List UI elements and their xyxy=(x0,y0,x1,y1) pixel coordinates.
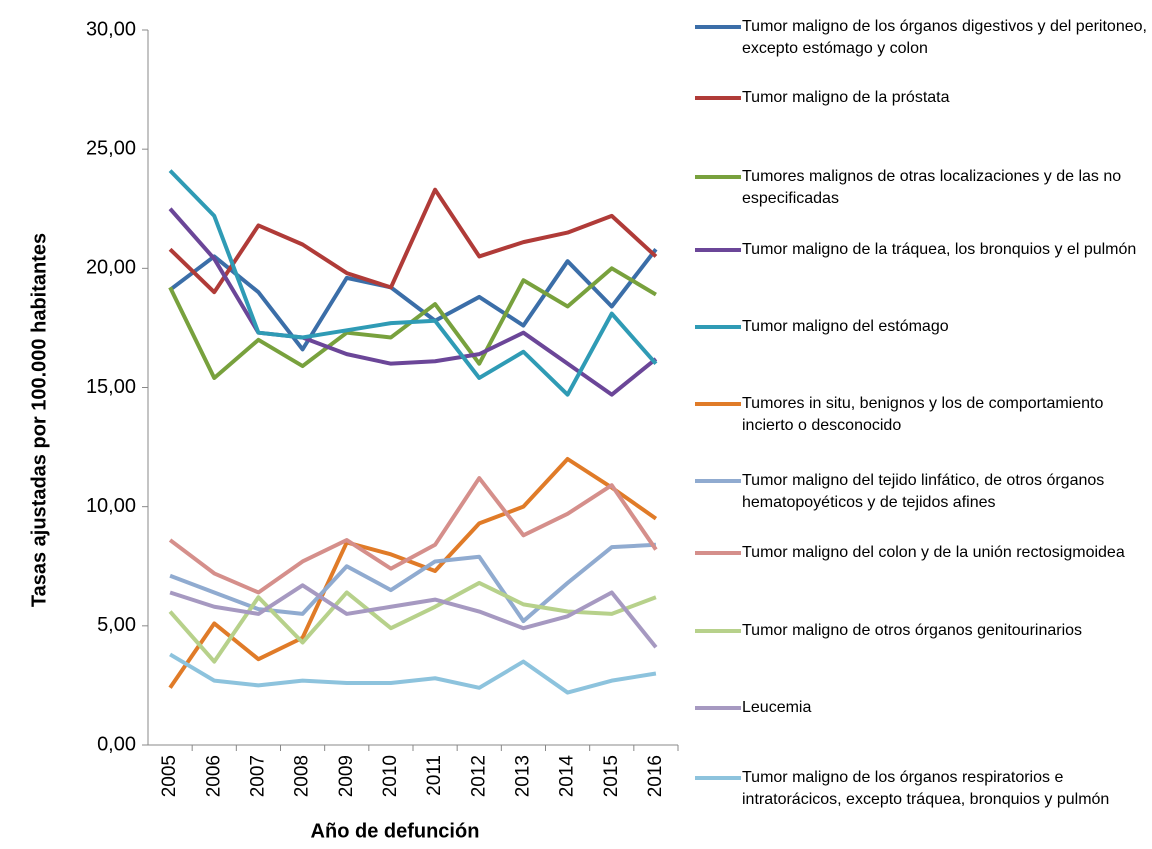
y-tick-label: 25,00 xyxy=(86,137,136,159)
x-tick-label: 2015 xyxy=(601,755,622,797)
y-tick-label: 10,00 xyxy=(86,495,136,517)
series-line xyxy=(168,207,658,397)
series-line xyxy=(169,652,657,695)
legend-label: Tumor maligno del colon y de la unión re… xyxy=(742,544,1125,561)
x-tick-label: 2005 xyxy=(159,755,180,797)
series-line xyxy=(168,457,658,689)
legend-label: Tumores in situ, benignos y los de compo… xyxy=(742,395,1104,434)
x-tick-label: 2009 xyxy=(336,755,357,797)
series-line xyxy=(169,583,658,649)
series-line xyxy=(168,169,658,397)
y-tick-label: 30,00 xyxy=(86,18,136,40)
y-axis-title: Tasas ajustadas por 100.000 habitantes xyxy=(28,233,50,607)
y-tick-label: 0,00 xyxy=(97,733,136,755)
series-line xyxy=(168,580,657,664)
x-tick-label: 2014 xyxy=(557,755,578,798)
legend-label: Tumor maligno de otros órganos genitouri… xyxy=(742,622,1083,639)
x-tick-label: 2008 xyxy=(292,755,313,797)
x-tick-label: 2013 xyxy=(512,755,533,797)
x-tick-label: 2011 xyxy=(424,755,445,796)
x-axis-title: Año de defunción xyxy=(311,820,480,842)
legend-label: Tumor maligno de la próstata xyxy=(742,89,950,106)
legend-label: Tumores malignos de otras localizaciones… xyxy=(742,168,1122,207)
x-tick-label: 2007 xyxy=(247,755,268,797)
series-line xyxy=(168,248,658,352)
legend-label: Tumor maligno de los órganos respiratori… xyxy=(742,769,1110,808)
legend-label: Tumor maligno de la tráquea, los bronqui… xyxy=(742,241,1137,258)
series-line xyxy=(168,476,658,595)
x-tick-label: 2010 xyxy=(380,755,401,797)
x-tick-label: 2016 xyxy=(645,755,666,797)
y-tick-label: 5,00 xyxy=(97,614,136,636)
series-line xyxy=(168,187,658,295)
legend-label: Leucemia xyxy=(742,699,812,716)
legend-label: Tumor maligno del tejido linfático, de o… xyxy=(742,472,1105,511)
x-tick-label: 2006 xyxy=(203,755,224,797)
x-tick-label: 2012 xyxy=(468,755,489,797)
legend-label: Tumor maligno de los órganos digestivos … xyxy=(742,18,1147,57)
legend-label: Tumor maligno del estómago xyxy=(742,318,949,335)
y-tick-label: 20,00 xyxy=(86,257,136,279)
y-tick-label: 15,00 xyxy=(86,376,136,398)
